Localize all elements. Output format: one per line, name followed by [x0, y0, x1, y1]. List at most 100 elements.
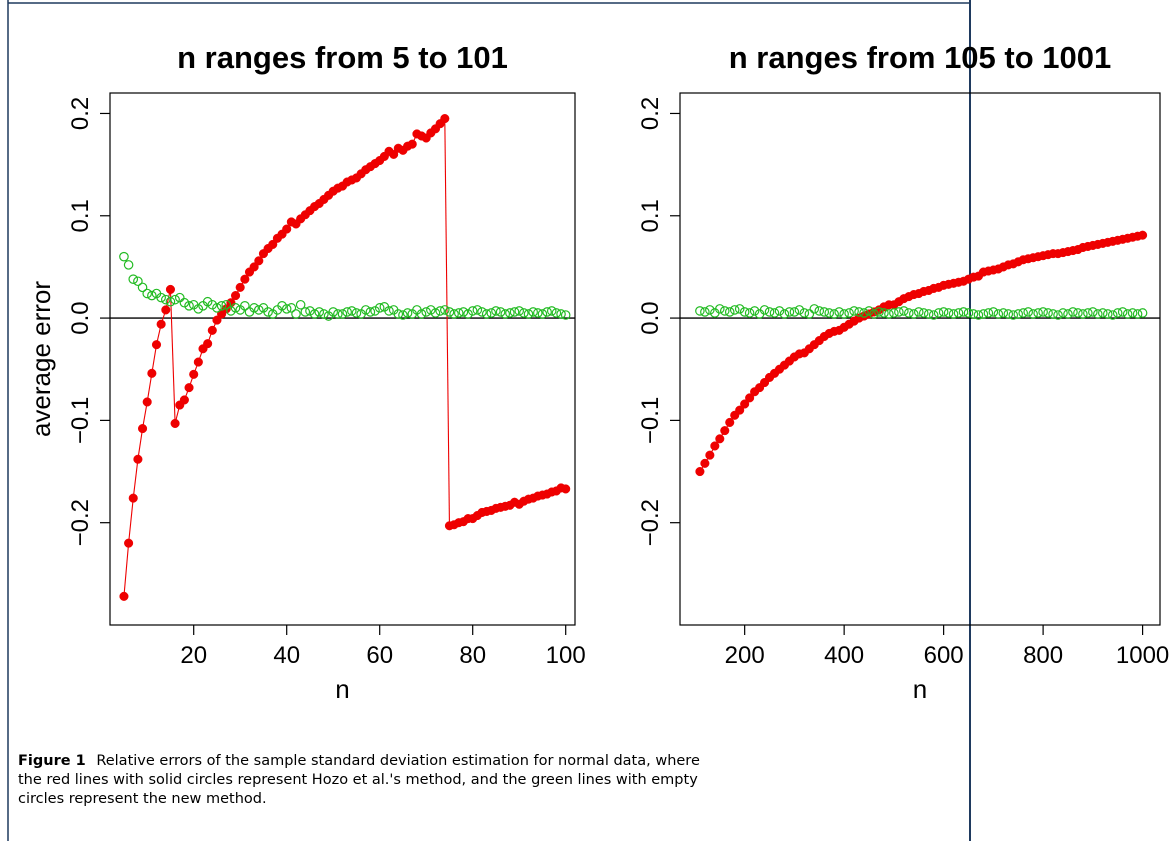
data-point-green — [724, 307, 735, 317]
data-point-red — [249, 262, 259, 272]
x-tick-label: 80 — [459, 642, 486, 669]
y-tick-label: 0.1 — [67, 199, 94, 232]
data-point-green — [1018, 308, 1029, 318]
data-point-red — [184, 383, 194, 393]
y-tick-label: −0.2 — [67, 499, 94, 546]
data-point-red — [179, 395, 189, 405]
data-point-green — [123, 260, 134, 270]
data-point-green — [486, 308, 497, 318]
data-point-green — [1058, 308, 1068, 318]
data-point-green — [300, 307, 311, 317]
data-point-green — [551, 308, 562, 318]
data-point-green — [839, 309, 849, 319]
data-point-green — [532, 308, 543, 318]
data-point-green — [319, 309, 329, 319]
data-point-green — [769, 308, 780, 318]
figure-caption-text: Relative errors of the sample standard d… — [18, 753, 700, 807]
data-point-green — [337, 309, 348, 319]
data-point-green — [342, 307, 352, 317]
data-point-green — [542, 307, 552, 317]
series-line-segment — [169, 289, 176, 424]
data-point-green — [514, 306, 524, 316]
data-point-red — [151, 340, 162, 350]
data-point-green — [774, 306, 785, 316]
data-point-green — [918, 308, 929, 318]
data-point-green — [1043, 308, 1053, 318]
data-point-green — [1093, 309, 1103, 319]
data-point-green — [500, 309, 511, 319]
data-point-red — [235, 282, 245, 292]
data-point-green — [819, 307, 830, 317]
data-point-green — [998, 308, 1009, 318]
data-point-green — [165, 296, 176, 307]
data-point-green — [346, 306, 357, 316]
data-point-green — [509, 307, 520, 317]
data-point-green — [869, 309, 879, 319]
data-point-red — [240, 274, 250, 284]
data-point-green — [309, 309, 320, 319]
data-point-green — [263, 307, 273, 317]
chart-panel-2: n ranges from 105 to 1001 200 400 600 800 100… — [637, 40, 1169, 704]
data-point-green — [1097, 308, 1108, 318]
data-point-green — [560, 310, 571, 320]
data-point-green — [453, 308, 464, 318]
data-point-green — [963, 308, 974, 318]
data-point-red — [720, 426, 730, 436]
data-point-green — [884, 309, 894, 319]
data-point-green — [421, 307, 431, 317]
data-point-red — [268, 239, 278, 249]
data-point-red — [407, 139, 417, 149]
data-point-green — [859, 308, 869, 318]
x-tick-label: 100 — [546, 642, 586, 669]
data-point-green — [133, 276, 143, 287]
data-point-green — [1008, 310, 1019, 320]
data-point-green — [993, 309, 1004, 319]
data-point-red — [440, 114, 450, 124]
data-point-green — [467, 306, 478, 316]
chart-title: n ranges from 5 to 101 — [177, 40, 508, 75]
data-point-green — [958, 307, 969, 317]
data-point-green — [1013, 309, 1024, 319]
x-tick-label: 60 — [366, 642, 393, 669]
data-point-green — [1102, 309, 1113, 319]
data-point-red — [740, 399, 750, 409]
data-point-green — [1073, 308, 1083, 318]
data-point-green — [240, 300, 250, 311]
data-point-red — [124, 538, 134, 548]
data-point-red — [119, 591, 129, 601]
data-point-green — [281, 304, 292, 314]
data-point-red — [128, 493, 138, 503]
data-point-red — [133, 454, 143, 464]
data-point-red — [231, 291, 241, 301]
data-point-red — [161, 305, 171, 315]
data-point-red — [745, 393, 755, 403]
data-point-green — [938, 307, 949, 317]
data-point-green — [913, 307, 924, 317]
data-point-green — [749, 306, 760, 316]
data-point-green — [481, 309, 492, 319]
data-point-green — [184, 300, 194, 311]
plot-frame — [109, 92, 576, 626]
data-point-red — [710, 441, 720, 451]
series-line-segment — [444, 118, 450, 526]
data-point-green — [384, 306, 394, 316]
y-tick-label: 0.1 — [637, 199, 664, 232]
data-point-green — [928, 310, 939, 320]
data-point-green — [904, 308, 914, 318]
data-point-red — [705, 450, 715, 460]
data-point-green — [794, 305, 805, 315]
data-point-green — [1063, 309, 1073, 319]
data-point-green — [523, 309, 534, 319]
data-point-green — [809, 304, 820, 314]
data-point-green — [834, 307, 844, 317]
data-point-green — [328, 307, 338, 317]
x-tick-label: 800 — [1023, 642, 1063, 669]
data-point-green — [212, 303, 222, 313]
data-point-green — [1068, 307, 1078, 317]
data-point-green — [393, 309, 404, 319]
data-point-green — [719, 306, 730, 316]
data-point-green — [1003, 309, 1014, 319]
data-point-green — [291, 309, 301, 319]
data-point-green — [953, 308, 964, 318]
data-point-green — [472, 305, 483, 315]
